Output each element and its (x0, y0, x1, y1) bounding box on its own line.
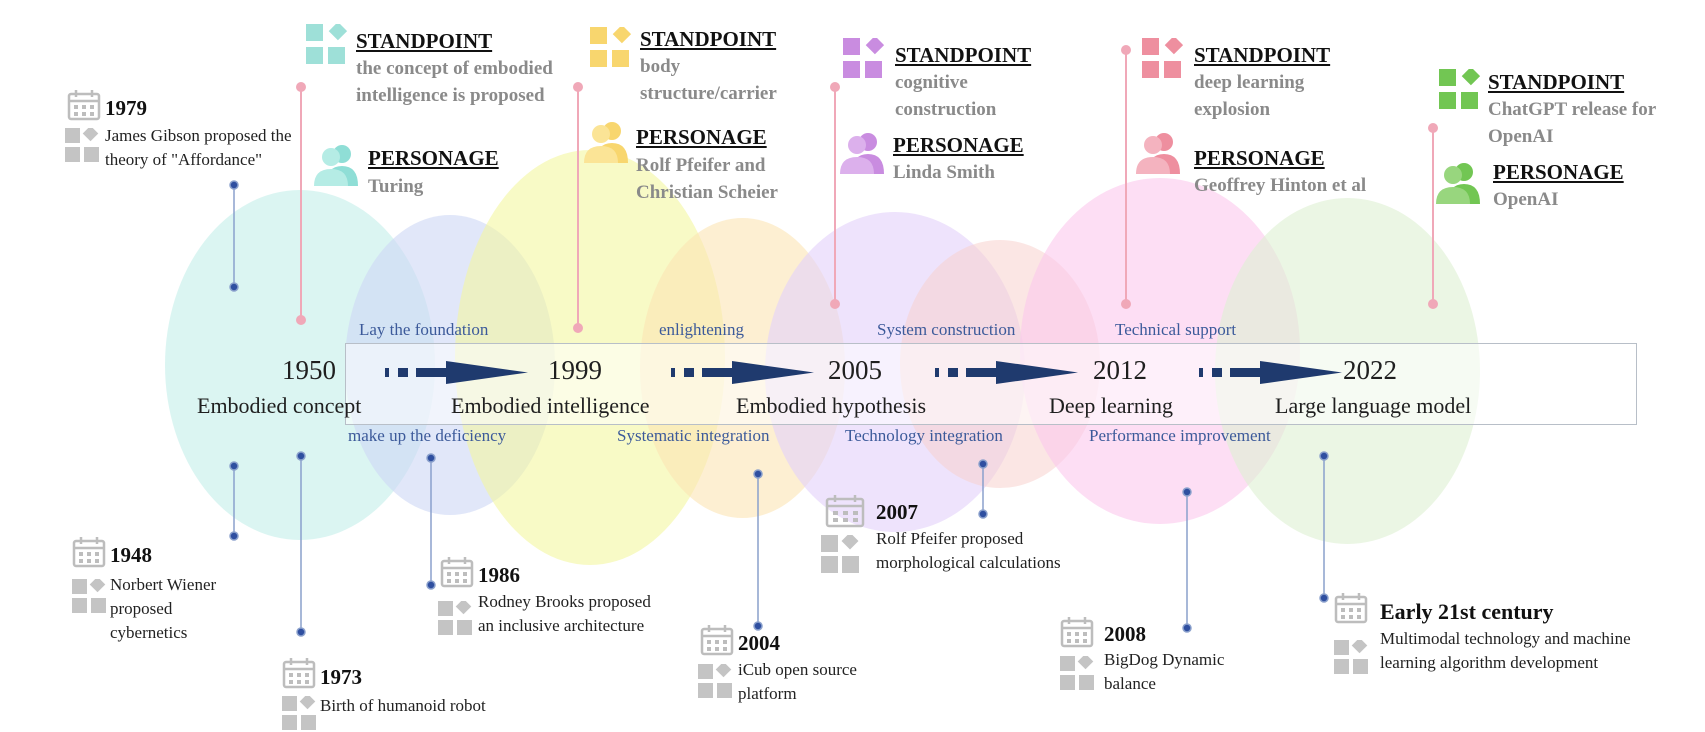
arrow-1 (385, 361, 528, 384)
event-year: 2007 (876, 500, 918, 524)
standpoint-text: deep learning explosion (1194, 72, 1305, 120)
grid-icon (1334, 640, 1368, 674)
grid-icon (843, 38, 885, 78)
personage-name: Linda Smith (893, 162, 995, 183)
personage-name: Rolf Pfeifer and Christian Scheier (636, 155, 778, 203)
timeline-label-1999: Embodied intelligence (451, 393, 650, 418)
standpoint-title: STANDPOINT (1194, 43, 1331, 67)
event-year: 2004 (738, 631, 780, 655)
phase-bottom-3: Technology integration (845, 426, 1003, 445)
grid-icon (72, 579, 106, 613)
calendar-icon (825, 495, 865, 528)
standpoint-title: STANDPOINT (1488, 70, 1625, 94)
timeline-year-2022: 2022 (1343, 355, 1397, 385)
grid-icon (1142, 38, 1184, 78)
standpoint-text: body structure/carrier (640, 56, 777, 104)
personage-title: PERSONAGE (368, 146, 499, 170)
event-year: Early 21st century (1380, 599, 1554, 624)
phase-bottom-4: Performance improvement (1089, 426, 1271, 445)
event-year: 1948 (110, 543, 152, 567)
timeline-year-2005: 2005 (828, 355, 882, 385)
phase-top-4: Technical support (1115, 320, 1237, 339)
personage-name: OpenAI (1493, 189, 1559, 210)
timeline-box (345, 343, 1637, 425)
pink-lines (296, 45, 1438, 333)
arrow-2 (671, 361, 814, 384)
phase-bottom-2: Systematic integration (617, 426, 770, 445)
personage-title: PERSONAGE (893, 133, 1024, 157)
event-description: Norbert Wiener proposed cybernetics (110, 575, 217, 642)
calendar-icon (440, 557, 474, 588)
person-icon (584, 122, 628, 163)
grid-icon (438, 601, 472, 635)
event-year: 1973 (320, 665, 362, 689)
standpoint-text: ChatGPT release for OpenAI (1488, 99, 1656, 147)
timeline-label-2012: Deep learning (1049, 393, 1173, 418)
timeline-label-1950: Embodied concept (197, 393, 362, 418)
standpoint-text: the concept of embodied intelligence is … (356, 58, 553, 106)
grid-icon (590, 27, 632, 67)
calendar-icon (67, 90, 101, 121)
grid-icon (821, 535, 859, 573)
person-icon (840, 133, 884, 174)
event-description: Birth of humanoid robot (320, 696, 486, 715)
grid-icon (282, 696, 316, 730)
phase-top-1: Lay the foundation (359, 320, 489, 339)
grid-icon (306, 24, 348, 64)
timeline-label-2005: Embodied hypothesis (736, 393, 927, 418)
timeline-year-2012: 2012 (1093, 355, 1147, 385)
personage-name: Turing (368, 176, 424, 197)
standpoint-text: cognitive construction (895, 72, 997, 120)
grid-icon (65, 128, 99, 162)
blue-lines (229, 180, 1329, 637)
personage-title: PERSONAGE (1194, 146, 1325, 170)
person-icon (314, 145, 358, 186)
calendar-icon (72, 537, 106, 568)
standpoint-title: STANDPOINT (356, 29, 493, 53)
arrow-4 (1199, 361, 1342, 384)
person-icon (1136, 133, 1180, 174)
calendar-icon (282, 658, 316, 689)
phase-top-3: System construction (877, 320, 1016, 339)
personage-name: Geoffrey Hinton et al (1194, 175, 1367, 196)
event-description: iCub open source platform (738, 660, 857, 703)
personage-title: PERSONAGE (636, 125, 767, 149)
event-description: Rodney Brooks proposed an inclusive arch… (478, 592, 651, 635)
timeline-year-1999: 1999 (548, 355, 602, 385)
arrow-3 (935, 361, 1078, 384)
calendar-icon (700, 625, 734, 656)
phase-top-2: enlightening (659, 320, 744, 339)
event-year: 1979 (105, 96, 147, 120)
grid-icon (1439, 69, 1481, 109)
event-year: 2008 (1104, 622, 1146, 646)
event-description: Rolf Pfeifer proposed morphological calc… (876, 529, 1061, 572)
calendar-icon (1334, 593, 1368, 624)
standpoint-title: STANDPOINT (895, 43, 1032, 67)
timeline-label-2022: Large language model (1275, 393, 1472, 418)
event-description: Multimodal technology and machine learni… (1380, 629, 1631, 672)
event-description: James Gibson proposed the theory of "Aff… (105, 126, 292, 169)
event-year: 1986 (478, 563, 520, 587)
person-icon (1436, 163, 1480, 204)
timeline-year-1950: 1950 (282, 355, 336, 385)
grid-icon (698, 664, 732, 698)
personage-title: PERSONAGE (1493, 160, 1624, 184)
calendar-icon (1060, 617, 1094, 648)
standpoint-title: STANDPOINT (640, 27, 777, 51)
event-description: BigDog Dynamic balance (1104, 650, 1225, 693)
grid-icon (1060, 656, 1094, 690)
phase-bottom-1: make up the deficiency (348, 426, 507, 445)
